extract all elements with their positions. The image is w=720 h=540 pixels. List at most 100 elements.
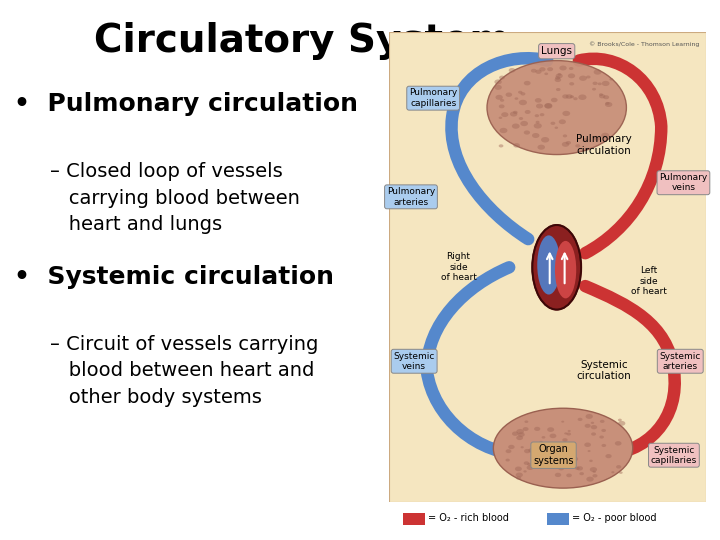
Ellipse shape (618, 418, 622, 421)
Ellipse shape (499, 117, 503, 119)
Ellipse shape (528, 448, 536, 453)
Ellipse shape (606, 454, 612, 458)
Ellipse shape (569, 449, 575, 454)
Ellipse shape (546, 455, 551, 458)
Text: Pulmonary
veins: Pulmonary veins (660, 173, 708, 192)
Ellipse shape (619, 471, 623, 474)
Ellipse shape (594, 69, 601, 75)
Ellipse shape (531, 69, 536, 73)
Ellipse shape (555, 76, 560, 80)
Ellipse shape (586, 477, 594, 482)
Ellipse shape (541, 436, 546, 438)
Ellipse shape (599, 94, 606, 98)
Ellipse shape (499, 104, 505, 109)
Ellipse shape (616, 465, 621, 469)
Ellipse shape (557, 73, 562, 76)
Ellipse shape (570, 95, 574, 98)
Ellipse shape (599, 435, 604, 438)
Text: Lungs: Lungs (541, 46, 572, 56)
Ellipse shape (593, 474, 598, 477)
Ellipse shape (556, 73, 563, 78)
Ellipse shape (521, 446, 523, 448)
Ellipse shape (515, 467, 522, 471)
Ellipse shape (549, 434, 557, 438)
Ellipse shape (516, 472, 523, 477)
Ellipse shape (577, 418, 582, 421)
Ellipse shape (508, 445, 515, 449)
Ellipse shape (523, 131, 530, 134)
Ellipse shape (500, 128, 508, 133)
Ellipse shape (532, 133, 539, 138)
Ellipse shape (532, 458, 539, 463)
Ellipse shape (594, 137, 600, 141)
Ellipse shape (499, 144, 503, 147)
Ellipse shape (585, 424, 590, 428)
Text: – Circuit of vessels carrying
   blood between heart and
   other body systems: – Circuit of vessels carrying blood betw… (50, 335, 319, 407)
Ellipse shape (593, 470, 596, 473)
Ellipse shape (518, 91, 523, 94)
Ellipse shape (505, 92, 512, 97)
Ellipse shape (544, 72, 548, 75)
Text: = O₂ - rich blood: = O₂ - rich blood (428, 513, 509, 523)
Ellipse shape (578, 94, 587, 100)
Ellipse shape (575, 144, 580, 147)
Ellipse shape (562, 142, 570, 147)
Ellipse shape (505, 458, 510, 462)
Ellipse shape (535, 114, 539, 117)
Text: •  Pulmonary circulation: • Pulmonary circulation (14, 92, 359, 116)
Text: •  Systemic circulation: • Systemic circulation (14, 265, 334, 288)
Ellipse shape (563, 134, 567, 137)
Ellipse shape (534, 123, 542, 129)
Ellipse shape (512, 431, 518, 436)
Ellipse shape (593, 82, 598, 85)
Ellipse shape (555, 472, 561, 477)
Ellipse shape (571, 457, 578, 462)
Ellipse shape (555, 241, 576, 299)
Ellipse shape (513, 111, 518, 114)
Ellipse shape (546, 462, 552, 465)
Ellipse shape (499, 76, 505, 79)
Ellipse shape (535, 98, 541, 103)
Ellipse shape (600, 420, 605, 423)
Ellipse shape (523, 427, 528, 431)
Ellipse shape (570, 82, 575, 85)
Ellipse shape (518, 433, 525, 437)
Ellipse shape (495, 85, 502, 90)
Text: Pulmonary
arteries: Pulmonary arteries (387, 187, 435, 206)
Bar (547, 513, 569, 525)
Ellipse shape (510, 112, 518, 117)
Ellipse shape (547, 67, 553, 71)
Ellipse shape (531, 454, 535, 456)
Ellipse shape (526, 465, 534, 470)
Ellipse shape (558, 467, 564, 470)
Ellipse shape (534, 445, 537, 448)
Ellipse shape (516, 435, 523, 440)
Ellipse shape (515, 97, 518, 100)
Ellipse shape (592, 88, 596, 91)
Ellipse shape (521, 92, 526, 96)
Ellipse shape (568, 73, 575, 78)
Ellipse shape (561, 421, 564, 423)
Ellipse shape (567, 433, 571, 436)
Ellipse shape (516, 429, 524, 434)
Ellipse shape (536, 104, 543, 109)
Ellipse shape (537, 145, 545, 150)
Ellipse shape (487, 60, 626, 154)
Ellipse shape (577, 466, 583, 470)
Text: Systemic
capillaries: Systemic capillaries (651, 446, 697, 465)
Ellipse shape (567, 442, 574, 447)
Ellipse shape (539, 441, 543, 443)
Ellipse shape (524, 449, 531, 453)
Ellipse shape (519, 100, 527, 105)
Text: Circulatory System: Circulatory System (94, 22, 510, 59)
Ellipse shape (521, 121, 528, 126)
Ellipse shape (551, 122, 555, 125)
Ellipse shape (556, 88, 561, 91)
Ellipse shape (525, 110, 531, 114)
Ellipse shape (508, 68, 516, 72)
Ellipse shape (602, 81, 610, 86)
Ellipse shape (611, 471, 614, 474)
Ellipse shape (536, 121, 539, 124)
Ellipse shape (586, 76, 590, 78)
Ellipse shape (609, 78, 613, 80)
